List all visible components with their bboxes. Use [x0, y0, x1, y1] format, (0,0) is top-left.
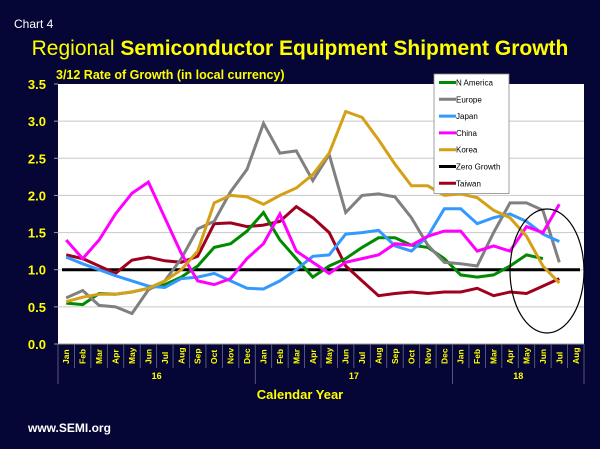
- legend-label: Korea: [456, 146, 478, 155]
- title-bold: Semiconductor Equipment Shipment Growth: [120, 37, 569, 60]
- legend-label: N America: [456, 79, 493, 88]
- x-tick-label: Jun: [341, 349, 351, 364]
- legend: N America Europe Japan China Korea Zero Growt…: [433, 73, 510, 194]
- highlight-ellipse: [509, 208, 585, 334]
- x-tick-label: Mar: [489, 348, 499, 364]
- legend-item-korea: Korea: [439, 146, 478, 155]
- x-tick-label: Feb: [472, 349, 482, 364]
- y-tick-label: 2.5: [28, 151, 46, 166]
- x-tick-label: Aug: [374, 347, 384, 364]
- y-tick-label: 3.0: [28, 114, 46, 129]
- y-tick-label: 1.0: [28, 263, 46, 278]
- x-axis-label: Calendar Year: [257, 387, 343, 402]
- x-tick-label: Jan: [61, 349, 71, 364]
- legend-label: China: [456, 129, 477, 138]
- x-tick-label: Jun: [538, 349, 548, 364]
- slide-label: Chart 4: [14, 17, 54, 31]
- legend-item-europe: Europe: [439, 95, 482, 104]
- series-line-korea: [65, 109, 561, 304]
- legend-label: Zero Growth: [456, 163, 500, 172]
- x-tick-label: Mar: [94, 348, 104, 364]
- x-tick-label: Jul: [554, 352, 564, 364]
- x-tick-label: Feb: [275, 349, 285, 364]
- x-tick-label: May: [521, 347, 531, 364]
- x-tick-label: Jul: [160, 352, 170, 364]
- x-tick-label: Aug: [176, 347, 186, 364]
- series-line-taiwan: [65, 204, 560, 298]
- year-label: 17: [349, 371, 359, 381]
- legend-item-zero-growth: Zero Growth: [439, 163, 500, 172]
- x-tick-label: May: [127, 347, 137, 364]
- series-line-china: [65, 179, 561, 287]
- legend-item-taiwan: Taiwan: [439, 179, 481, 188]
- x-tick-label: Jan: [258, 349, 268, 364]
- legend-item-japan: Japan: [439, 112, 478, 121]
- chart-title: Regional Semiconductor Equipment Shipmen…: [0, 37, 600, 61]
- y-axis-ticks: 0.0 0.5 1.0 1.5 2.0 2.5 3.0 3.5: [28, 77, 58, 352]
- year-label: 18: [513, 371, 523, 381]
- x-tick-label: Jan: [456, 349, 466, 364]
- x-tick-label: Sep: [193, 348, 203, 364]
- x-tick-label: Aug: [571, 347, 581, 364]
- x-tick-label: Oct: [209, 350, 219, 364]
- x-tick-label: Apr: [308, 349, 318, 364]
- x-tick-label: Nov: [226, 348, 236, 364]
- legend-label: Europe: [456, 95, 482, 104]
- legend-label: Japan: [456, 112, 478, 121]
- x-tick-label: Oct: [406, 350, 416, 364]
- x-tick-label: Nov: [423, 348, 433, 364]
- y-tick-label: 2.0: [28, 188, 46, 203]
- title-regular: Regional: [31, 37, 121, 60]
- y-tick-label: 1.5: [28, 226, 46, 241]
- legend-label: Taiwan: [456, 179, 481, 188]
- y-tick-label: 0.0: [28, 337, 46, 352]
- x-tick-label: Apr: [111, 349, 121, 364]
- x-tick-label: Apr: [505, 349, 515, 364]
- x-tick-label: Feb: [78, 349, 88, 364]
- legend-item-china: China: [439, 129, 477, 138]
- x-tick-label: Sep: [390, 348, 400, 364]
- x-tick-label: May: [324, 347, 334, 364]
- x-axis: Jan Feb Mar Apr May Jun Jul Aug Sep Oct Nov Dec Jan F…: [57, 343, 585, 384]
- chart-subtitle: 3/12 Rate of Growth (in local currency): [56, 68, 285, 82]
- footer-url: www.SEMI.org: [28, 421, 111, 435]
- x-tick-label: Dec: [242, 348, 252, 364]
- legend-item-n-america: N America: [439, 79, 493, 88]
- x-tick-label: Dec: [439, 348, 449, 364]
- series-line-japan: [65, 207, 560, 291]
- year-label: 16: [152, 371, 162, 381]
- y-tick-label: 0.5: [28, 300, 46, 315]
- x-tick-label: Jul: [357, 352, 367, 364]
- x-tick-label: Mar: [291, 348, 301, 364]
- x-tick-label: Jun: [143, 349, 153, 364]
- series-lines: [62, 109, 580, 316]
- y-tick-label: 3.5: [28, 77, 46, 92]
